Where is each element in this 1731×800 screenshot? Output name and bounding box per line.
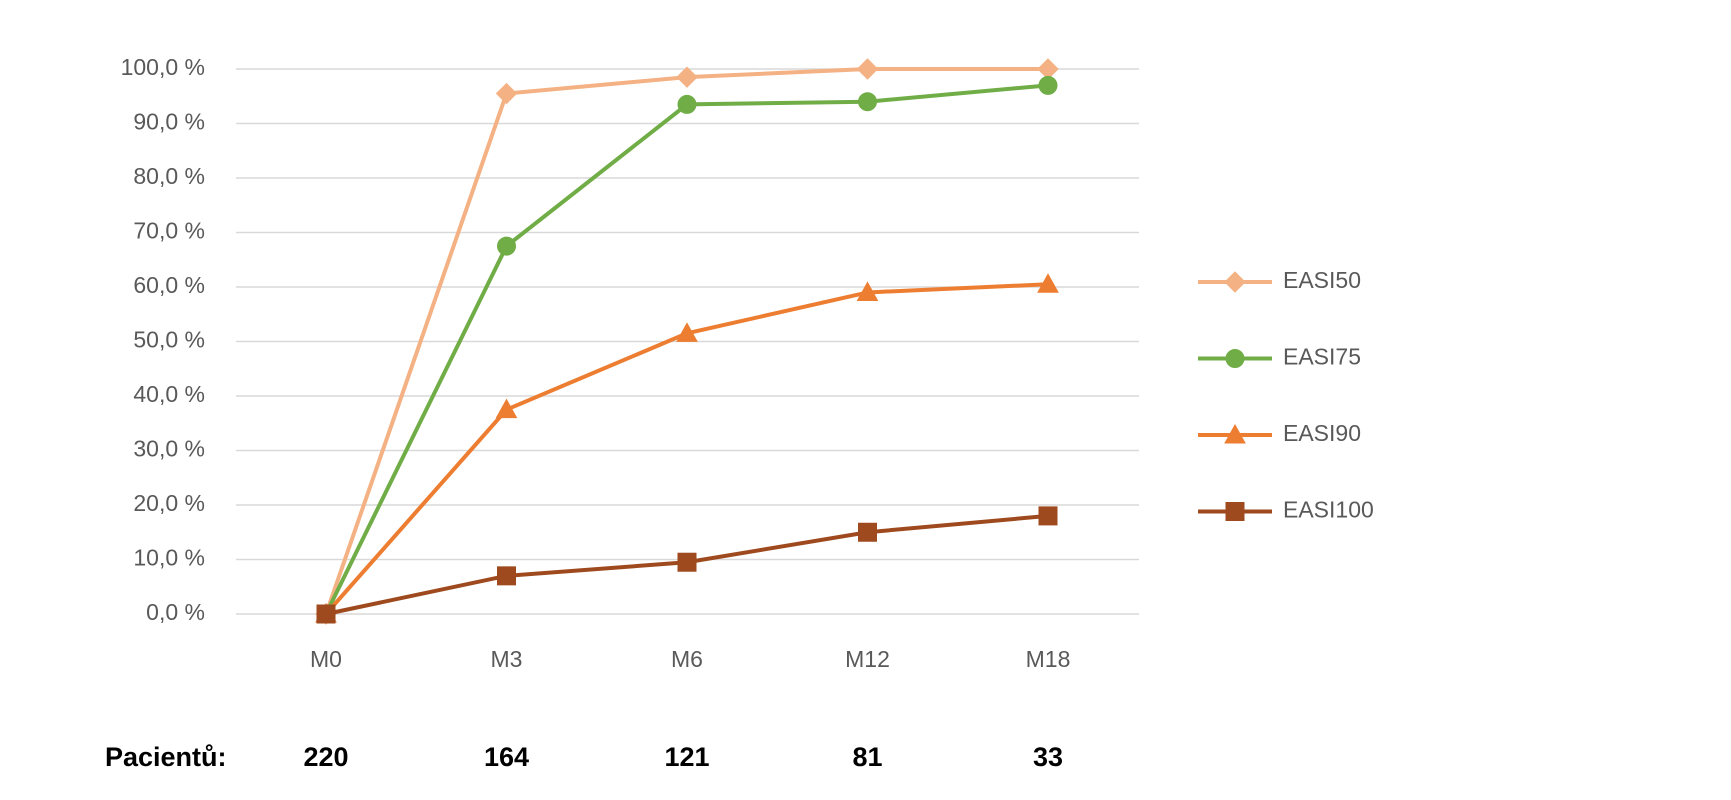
data-point bbox=[497, 566, 516, 586]
x-tick-label: M6 bbox=[671, 646, 703, 672]
y-tick-label: 40,0 % bbox=[133, 381, 205, 407]
y-tick-label: 0,0 % bbox=[146, 599, 205, 625]
data-point bbox=[316, 604, 336, 624]
x-tick-label: M3 bbox=[491, 646, 523, 672]
y-tick-label: 20,0 % bbox=[133, 490, 205, 516]
y-tick-label: 60,0 % bbox=[133, 272, 205, 298]
patient-count: 81 bbox=[852, 742, 882, 772]
data-point bbox=[676, 322, 698, 342]
data-point bbox=[1037, 273, 1059, 293]
data-point bbox=[677, 552, 697, 572]
data-point bbox=[858, 522, 877, 542]
x-tick-label: M0 bbox=[310, 646, 342, 672]
data-point bbox=[495, 398, 518, 419]
legend-label: EASI50 bbox=[1283, 267, 1361, 293]
data-point bbox=[858, 92, 877, 112]
y-tick-label: 50,0 % bbox=[133, 327, 205, 353]
legend-marker bbox=[1225, 349, 1245, 368]
legend-label: EASI100 bbox=[1283, 497, 1374, 523]
patients-label: Pacientů: bbox=[105, 742, 227, 772]
data-point bbox=[677, 94, 697, 114]
data-point bbox=[856, 58, 879, 80]
y-tick-label: 10,0 % bbox=[133, 545, 205, 571]
y-tick-label: 70,0 % bbox=[133, 218, 205, 244]
x-tick-label: M18 bbox=[1026, 646, 1071, 672]
y-tick-label: 100,0 % bbox=[121, 54, 205, 80]
x-tick-label: M12 bbox=[845, 646, 890, 672]
legend-marker bbox=[1224, 423, 1246, 444]
data-point bbox=[856, 281, 879, 301]
patient-count: 33 bbox=[1033, 742, 1063, 772]
data-point bbox=[497, 236, 516, 256]
patient-count: 220 bbox=[303, 742, 348, 772]
data-point bbox=[676, 66, 698, 88]
y-tick-label: 90,0 % bbox=[133, 109, 205, 135]
patient-count: 121 bbox=[664, 742, 709, 772]
legend-label: EASI90 bbox=[1283, 420, 1361, 446]
y-tick-label: 30,0 % bbox=[133, 436, 205, 462]
legend-label: EASI75 bbox=[1283, 344, 1361, 370]
y-tick-label: 80,0 % bbox=[133, 163, 205, 189]
patient-count: 164 bbox=[484, 742, 529, 772]
data-point bbox=[1038, 75, 1058, 95]
series-line bbox=[324, 83, 1049, 615]
data-point bbox=[1038, 506, 1058, 526]
legend-marker bbox=[1225, 502, 1245, 521]
legend-marker bbox=[1224, 271, 1246, 293]
data-point bbox=[495, 82, 518, 105]
